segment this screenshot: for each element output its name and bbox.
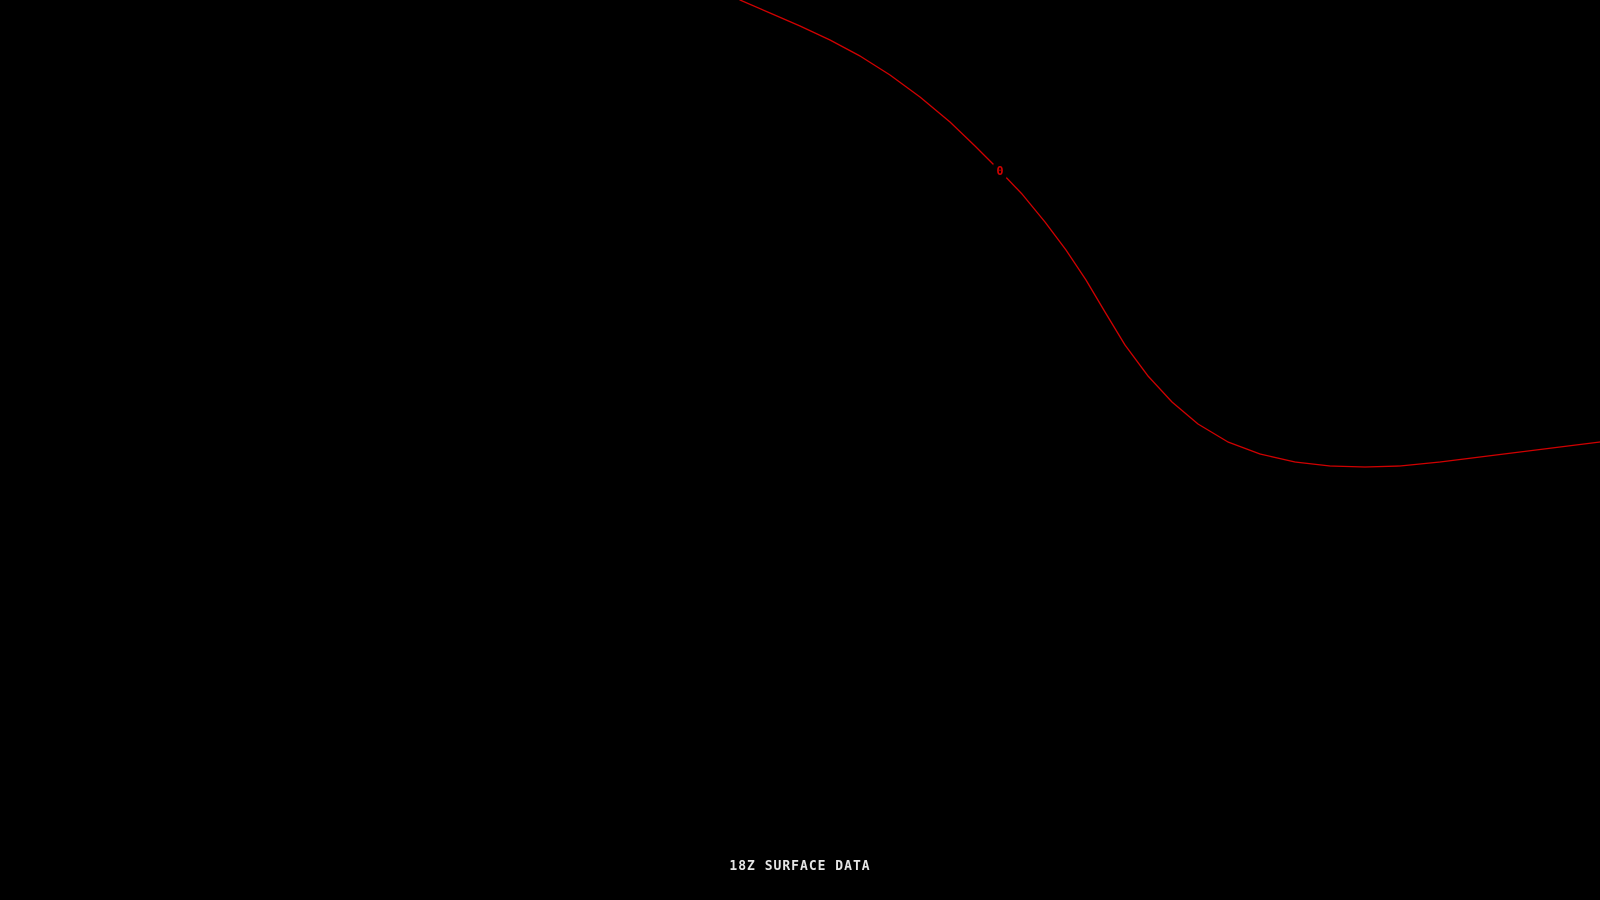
contour-line-0: [739, 0, 1600, 468]
isotherm-zero-label: 0: [993, 164, 1007, 178]
map-caption: 18Z SURFACE DATA: [729, 859, 871, 874]
